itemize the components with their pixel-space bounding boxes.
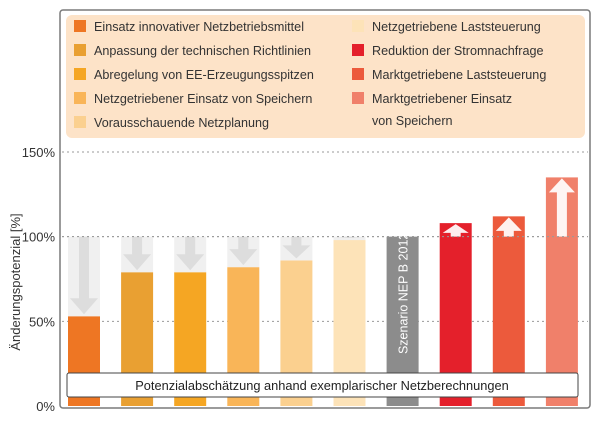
legend-label-line: Abregelung von EE-Erzeugungsspitzen	[94, 68, 314, 82]
legend-label-line: Marktgetriebene Laststeuerung	[372, 68, 546, 82]
decrease-arrow	[123, 236, 152, 271]
decrease-arrow	[229, 236, 258, 266]
legend-label: Netzgetriebener Einsatz von Speichern	[94, 92, 312, 106]
legend-label-line: Reduktion der Stromnachfrage	[372, 44, 544, 58]
legend-swatch	[74, 44, 86, 56]
legend-label: Netzgetriebene Laststeuerung	[372, 20, 541, 34]
decrease-arrow	[335, 236, 364, 239]
legend-label-line: Vorausschauende Netzplanung	[94, 116, 269, 130]
legend-swatch	[352, 44, 364, 56]
y-tick-label: 100%	[22, 230, 56, 245]
legend-swatch	[352, 20, 364, 32]
legend-swatch	[74, 116, 86, 128]
legend-label-line: Marktgetriebener Einsatz	[372, 92, 512, 106]
legend-label-line: Netzgetriebener Einsatz von Speichern	[94, 92, 312, 106]
y-tick-label: 150%	[22, 145, 56, 160]
increase-arrow	[548, 178, 575, 237]
decrease-arrow	[282, 236, 311, 259]
legend-label-line: von Speichern	[372, 114, 453, 128]
bottom-annotation-text: Potenzialabschätzung anhand exemplarisch…	[135, 378, 509, 393]
y-tick-label: 50%	[29, 314, 55, 329]
increase-arrow	[495, 217, 522, 237]
legend-label-line: Anpassung der technischen Richtlinien	[94, 44, 311, 58]
legend-label: Anpassung der technischen Richtlinien	[94, 44, 311, 58]
legend-label: Marktgetriebener Einsatz von Speichern	[372, 92, 512, 128]
decrease-arrow	[70, 236, 98, 315]
legend-label-line: Netzgetriebene Laststeuerung	[372, 20, 541, 34]
legend-label: Vorausschauende Netzplanung	[94, 116, 269, 130]
legend-label: Reduktion der Stromnachfrage	[372, 44, 544, 58]
legend-swatch	[74, 20, 86, 32]
legend-swatch	[352, 92, 364, 104]
legend-label: Einsatz innovativer Netzbetriebsmittel	[94, 20, 304, 34]
y-tick-label: 0%	[36, 399, 55, 414]
increase-arrow	[442, 224, 469, 237]
legend-swatch	[74, 68, 86, 80]
decrease-arrow	[176, 236, 205, 271]
legend-box	[66, 15, 585, 138]
legend-label: Abregelung von EE-Erzeugungsspitzen	[94, 68, 314, 82]
reduction-gap	[333, 236, 366, 241]
legend-label: Marktgetriebene Laststeuerung	[372, 68, 546, 82]
legend-swatch	[352, 68, 364, 80]
legend-label-line: Einsatz innovativer Netzbetriebsmittel	[94, 20, 304, 34]
y-axis-title: Änderungspotenzial [%]	[8, 213, 23, 350]
legend-swatch	[74, 92, 86, 104]
bottom-annotation-box	[66, 372, 579, 398]
reference-bar-label: Szenario NEP B 2012	[397, 233, 411, 354]
